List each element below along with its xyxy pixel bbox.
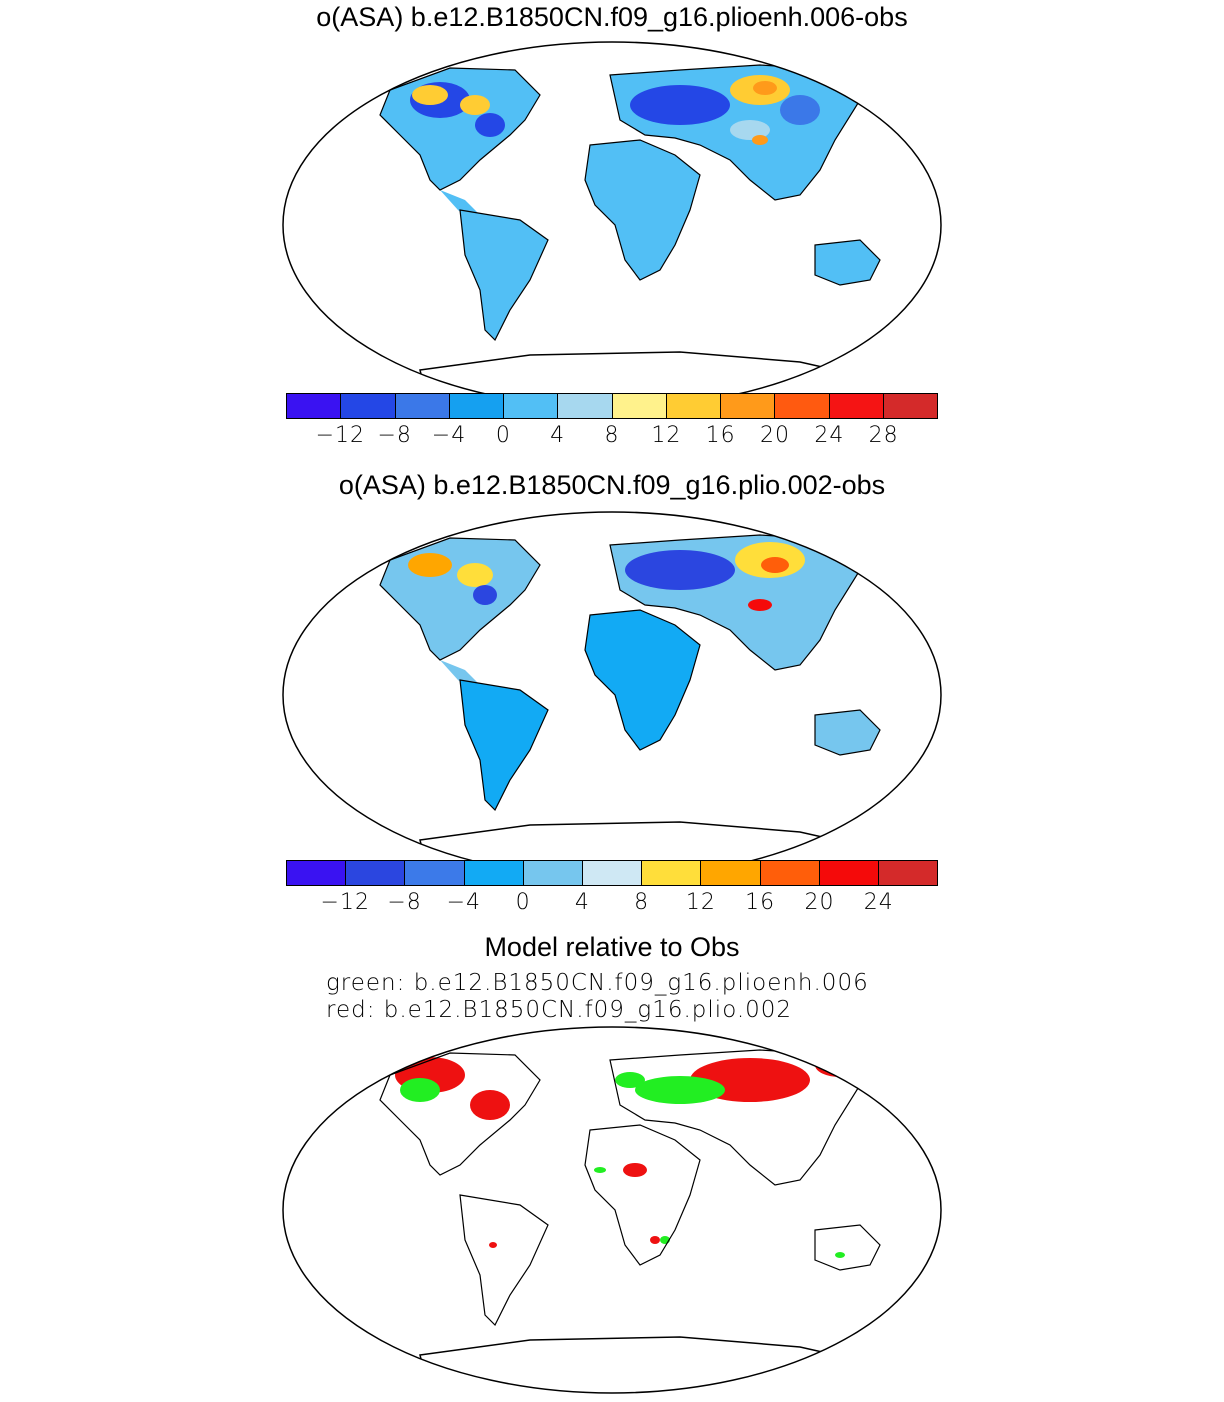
colorbar-box [760,861,820,885]
colorbar-box [775,394,830,418]
panel1-map [282,41,942,409]
africa [585,140,700,280]
colorbar-box [582,861,643,885]
panel2-map [282,511,942,879]
colorbar-box [395,394,450,418]
colorbar-tick-label: 4 [574,890,590,915]
colorbar-tick-label: 16 [745,890,776,915]
colorbar-tick-label: 20 [804,890,835,915]
colorbar-tick-label: −4 [446,890,482,915]
panel1-colorbar [286,393,938,419]
panel2-colorbar-ticks: −12 −8 −4 0 4 8 12 16 20 24 [286,890,938,920]
colorbar-tick-label: −4 [431,423,467,448]
colorbar-box [449,394,504,418]
panel3-map [282,1026,942,1394]
colorbar-tick-label: 8 [604,423,620,448]
colorbar-tick-label: 8 [634,890,650,915]
colorbar-box [883,394,937,418]
colorbar-box [829,394,884,418]
colorbar-box [464,861,524,885]
colorbar-box [721,394,776,418]
legend-green: green: b.e12.B1850CN.f09_g16.plioenh.006 [326,970,869,996]
australia [815,240,880,285]
colorbar-tick-label: −8 [377,423,412,448]
colorbar-box [819,861,879,885]
colorbar-box [346,861,406,885]
map-border [282,1026,942,1394]
colorbar-box [701,861,761,885]
panel2-colorbar [286,860,938,886]
colorbar-tick-label: 12 [685,890,716,915]
colorbar-tick-label: −12 [315,423,366,448]
colorbar-tick-label: 16 [705,423,736,448]
colorbar-box [523,861,583,885]
colorbar-tick-label: 4 [550,423,566,448]
panel3-title: Model relative to Obs [484,932,740,962]
colorbar-box [642,861,702,885]
colorbar-box [287,394,342,418]
colorbar-tick-label: 24 [814,423,845,448]
colorbar-tick-label: −12 [320,890,370,915]
colorbar-box [878,861,938,885]
legend-red: red: b.e12.B1850CN.f09_g16.plio.002 [326,997,793,1023]
colorbar-box [504,394,559,418]
panel2-title: o(ASA) b.e12.B1850CN.f09_g16.plio.002-ob… [338,470,886,500]
colorbar-tick-label: −8 [387,890,422,915]
colorbar-box [341,394,396,418]
panel1-colorbar-ticks: −12 −8 −4 0 4 8 12 16 20 24 28 [286,423,938,453]
colorbar-box [287,861,347,885]
colorbar-tick-label: 20 [760,423,790,448]
colorbar-box [405,861,465,885]
colorbar-box [612,394,667,418]
colorbar-tick-label: 24 [863,890,894,915]
colorbar-tick-label: 0 [515,890,531,915]
colorbar-tick-label: 12 [651,423,682,448]
green-points [400,1072,845,1258]
colorbar-box [558,394,613,418]
panel1-title: o(ASA) b.e12.B1850CN.f09_g16.plioenh.006… [316,2,908,32]
colorbar-tick-label: 0 [495,423,511,448]
colorbar-box [666,394,721,418]
colorbar-tick-label: 28 [868,423,899,448]
south-america [460,210,548,340]
